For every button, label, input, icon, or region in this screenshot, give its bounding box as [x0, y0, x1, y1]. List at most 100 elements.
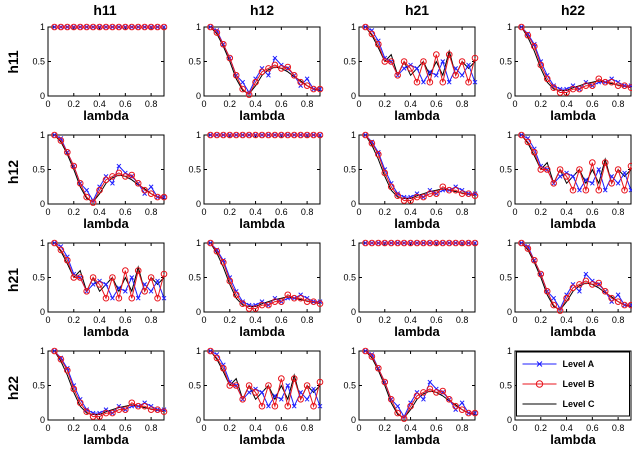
data-point-level-b	[278, 65, 285, 72]
data-point-level-b	[290, 131, 298, 139]
data-point-level-a	[259, 390, 265, 395]
data-point-level-b	[89, 274, 97, 281]
panel-r3-c0: 0 0.5 1 0 0.2 0.4 0.6 0.8 lambda	[32, 346, 168, 447]
y-tick-label: 0	[40, 415, 45, 425]
data-point-level-b	[458, 239, 466, 247]
data-point-level-b	[413, 78, 421, 86]
data-point-level-b	[595, 186, 603, 194]
y-tick-label: 1	[351, 346, 356, 356]
x-tick-label: 0.4	[93, 207, 106, 217]
data-point-level-b	[109, 274, 116, 281]
data-point-level-b	[134, 23, 142, 31]
data-point-level-a	[148, 288, 154, 294]
x-tick-label: 0.4	[404, 423, 417, 433]
y-tick-label: 0.5	[343, 273, 356, 283]
data-point-level-b	[601, 159, 609, 166]
y-tick-label: 0.5	[343, 57, 356, 67]
data-point-level-b	[76, 274, 84, 281]
data-point-level-b	[128, 294, 136, 302]
x-tick-label: 0.6	[119, 99, 132, 109]
data-point-level-a	[64, 365, 70, 371]
data-point-level-a	[577, 288, 582, 294]
panel-r2-c2: 0 0.5 1 0 0.2 0.4 0.6 0.8 lambda	[343, 238, 479, 339]
x-tick-label: 0.6	[275, 207, 288, 217]
data-point-level-a	[304, 396, 310, 402]
data-point-level-b	[368, 139, 376, 147]
x-tick-label: 0.8	[456, 423, 469, 433]
data-point-level-b	[524, 31, 532, 39]
x-tick-label: 0.2	[379, 207, 392, 217]
y-tick-label: 0.5	[499, 165, 512, 175]
data-point-level-b	[207, 239, 214, 247]
x-tick-label: 0	[201, 423, 206, 433]
y-tick-label: 0	[351, 199, 356, 209]
x-tick-label: 0.2	[224, 315, 237, 325]
data-point-level-a	[116, 285, 122, 291]
data-point-level-b	[89, 23, 97, 31]
y-tick-label: 1	[507, 346, 512, 356]
panel-r3-c2: 0 0.5 1 0 0.2 0.4 0.6 0.8 lambda	[343, 346, 479, 447]
x-tick-label: 0.4	[560, 315, 573, 325]
data-point-level-b	[109, 173, 116, 180]
x-tick-label: 0.6	[586, 423, 599, 433]
data-point-level-b	[420, 193, 427, 201]
data-point-level-b	[278, 298, 285, 305]
data-point-level-b	[550, 84, 557, 92]
legend-entry: Level A	[563, 359, 595, 369]
x-axis-label: lambda	[394, 432, 440, 447]
data-point-level-a	[311, 386, 316, 392]
x-tick-label: 0.4	[560, 207, 573, 217]
data-point-level-b	[608, 78, 615, 86]
data-point-level-b	[213, 247, 221, 255]
panel-r2-c3: 0 0.5 1 0 0.2 0.4 0.6 0.8 lambda	[499, 238, 632, 339]
data-point-level-b	[89, 413, 97, 420]
x-tick-label: 0.2	[68, 207, 81, 217]
data-point-level-b	[531, 256, 538, 264]
data-point-level-b	[70, 274, 78, 281]
panel-r3-c1: 0 0.5 1 0 0.2 0.4 0.6 0.8 lambda	[188, 346, 324, 447]
data-point-level-a	[414, 66, 420, 71]
data-point-level-b	[141, 402, 148, 410]
data-point-level-b	[576, 85, 583, 93]
axes-frame	[358, 242, 476, 313]
data-point-level-b	[154, 406, 161, 413]
data-point-level-b	[265, 131, 272, 139]
legend-marker	[535, 380, 544, 388]
y-tick-label: 0	[507, 91, 512, 101]
data-point-level-a	[577, 187, 582, 193]
data-point-level-b	[445, 186, 453, 194]
data-point-level-b	[531, 148, 538, 156]
data-point-level-b	[207, 131, 214, 139]
y-tick-label: 0.5	[499, 381, 512, 391]
data-point-level-b	[407, 239, 414, 247]
data-point-level-a	[240, 79, 246, 85]
data-point-level-b	[582, 82, 590, 89]
x-tick-label: 0.4	[93, 99, 106, 109]
data-point-level-b	[310, 85, 317, 93]
data-point-level-a	[110, 295, 115, 301]
axes-frame	[514, 242, 632, 313]
data-point-level-b	[413, 392, 421, 400]
data-point-level-b	[621, 186, 628, 194]
x-tick-label: 0	[512, 99, 517, 109]
data-point-level-b	[362, 131, 369, 139]
data-point-level-b	[394, 409, 401, 417]
data-point-level-b	[207, 347, 214, 355]
data-point-level-b	[297, 396, 304, 403]
data-point-level-b	[76, 399, 84, 407]
data-point-level-b	[271, 61, 279, 69]
data-point-level-a	[551, 83, 557, 89]
y-tick-label: 1	[351, 130, 356, 140]
x-tick-label: 0	[356, 99, 361, 109]
x-tick-label: 0.6	[119, 207, 132, 217]
data-point-level-b	[426, 78, 434, 86]
data-point-level-b	[226, 382, 234, 389]
data-point-level-b	[426, 190, 434, 197]
data-point-level-b	[621, 301, 628, 309]
data-point-level-b	[147, 274, 155, 281]
y-tick-label: 0.5	[188, 273, 201, 283]
data-point-level-b	[128, 399, 136, 407]
data-point-level-a	[466, 62, 471, 68]
